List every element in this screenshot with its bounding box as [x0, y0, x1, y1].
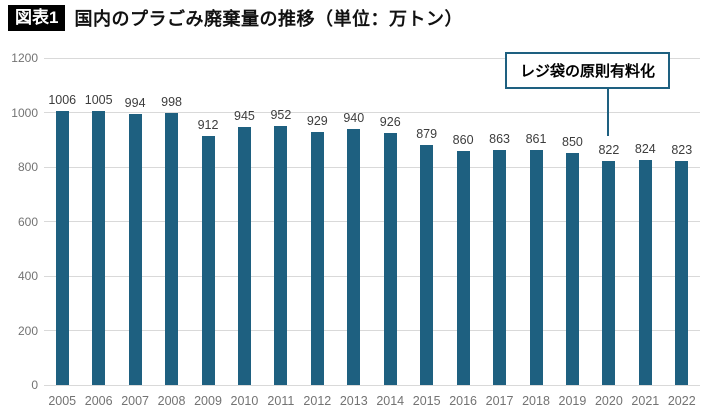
- bar-2006: [92, 111, 106, 385]
- x-axis-tick-label: 2021: [631, 394, 660, 408]
- chart-title: 国内のプラごみ廃棄量の推移（単位：万トン）: [74, 9, 463, 29]
- x-axis-tick-label: 2022: [667, 394, 696, 408]
- y-axis-tick-label: 0: [31, 378, 38, 392]
- value-label-2021: 824: [634, 142, 656, 157]
- x-axis-tick-label: 2011: [267, 394, 295, 408]
- value-label-2009: 912: [197, 118, 219, 133]
- bar-2010: [237, 127, 251, 385]
- x-axis-tick-label: 2019: [558, 394, 587, 408]
- gridline-1000: [44, 112, 700, 113]
- bar-2017: [493, 149, 507, 385]
- annotation-box: レジ袋の原則有料化: [505, 52, 670, 89]
- x-axis-tick-label: 2020: [594, 394, 623, 408]
- y-axis-tick-label: 800: [17, 160, 38, 174]
- value-label-2007: 994: [124, 96, 146, 111]
- x-axis-tick-label: 2007: [121, 394, 150, 408]
- value-label-2019: 850: [562, 135, 583, 150]
- bar-2007: [128, 114, 142, 385]
- y-axis-tick-label: 200: [17, 323, 38, 338]
- gridline-800: [44, 166, 700, 168]
- bar-2021: [638, 160, 652, 385]
- value-label-2008: 998: [161, 95, 182, 110]
- value-label-2005: 1006: [48, 92, 77, 107]
- bar-2020: [602, 161, 616, 385]
- x-axis-tick-label: 2009: [194, 394, 222, 408]
- bar-2022: [675, 160, 689, 385]
- gridline-0: [44, 384, 700, 386]
- x-axis-tick-label: 2018: [522, 394, 550, 408]
- gridline-1200: [44, 57, 700, 59]
- bar-2005: [55, 110, 69, 385]
- value-label-2017: 863: [489, 131, 510, 146]
- x-axis-tick-label: 2016: [449, 394, 478, 408]
- x-axis-tick-label: 2014: [376, 394, 405, 408]
- bar-2018: [529, 150, 543, 385]
- bar-2015: [420, 145, 434, 385]
- x-axis-tick-label: 2010: [230, 394, 259, 408]
- bar-2014: [383, 132, 397, 385]
- x-axis-tick-label: 2006: [84, 394, 113, 408]
- value-label-2012: 929: [306, 113, 328, 128]
- gridline-200: [44, 330, 700, 331]
- value-label-2014: 926: [379, 114, 401, 129]
- value-label-2018: 861: [525, 132, 547, 147]
- bar-2013: [347, 128, 361, 385]
- y-axis-tick-label: 1200: [11, 51, 38, 65]
- annotation-label: レジ袋の原則有料化: [519, 63, 655, 80]
- annotation-connector-line: [607, 89, 609, 136]
- bar-2019: [565, 153, 579, 385]
- figure-number-badge: 図表1: [8, 5, 66, 31]
- value-label-2010: 945: [234, 109, 255, 124]
- value-label-2022: 823: [671, 142, 693, 157]
- y-axis-tick-label: 1000: [11, 105, 38, 120]
- value-label-2013: 940: [343, 110, 365, 125]
- y-axis-tick-label: 600: [17, 214, 38, 229]
- x-axis-tick-label: 2015: [412, 394, 441, 408]
- x-axis-tick-label: 2013: [339, 394, 368, 408]
- bar-2011: [274, 125, 288, 385]
- gridline-400: [44, 275, 700, 277]
- x-axis-tick-label: 2012: [303, 394, 332, 408]
- x-axis-tick-label: 2017: [485, 394, 514, 408]
- x-axis-tick-label: 2005: [48, 394, 77, 408]
- gridline-600: [44, 221, 700, 222]
- value-label-2006: 1005: [84, 93, 113, 108]
- y-axis-tick-label: 400: [17, 269, 38, 283]
- x-axis-tick-label: 2008: [157, 394, 186, 408]
- bar-2012: [310, 131, 324, 385]
- bar-2016: [456, 150, 470, 385]
- value-label-2020: 822: [598, 143, 620, 157]
- value-label-2016: 860: [452, 132, 474, 147]
- value-label-2015: 879: [416, 127, 438, 142]
- bar-2009: [201, 136, 215, 385]
- figure-header: 図表1 国内のプラごみ廃棄量の推移（単位：万トン）: [8, 5, 463, 31]
- value-label-2011: 952: [270, 107, 292, 122]
- bar-2008: [165, 113, 179, 385]
